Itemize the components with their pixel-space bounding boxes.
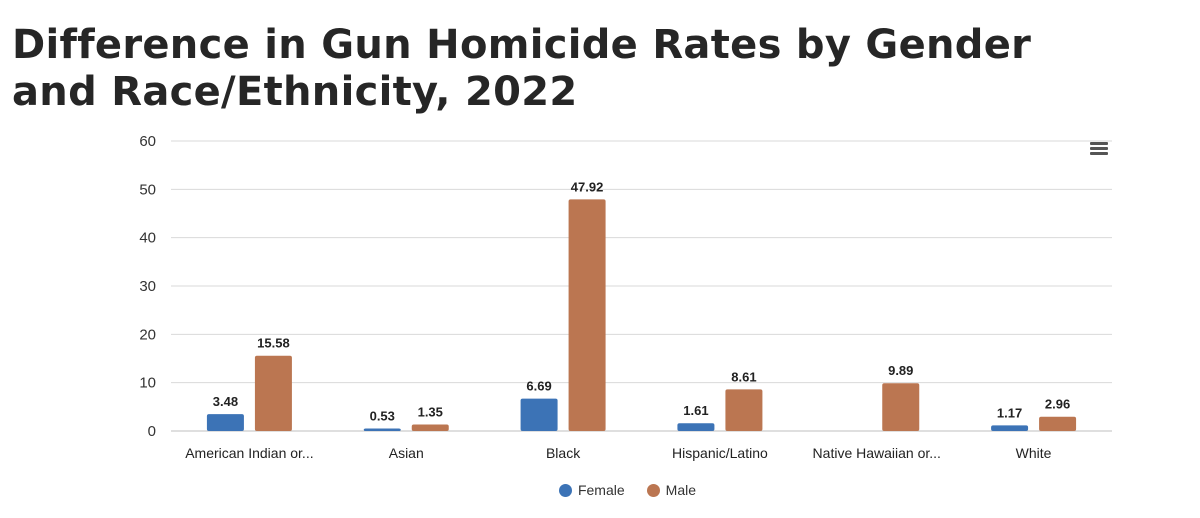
chart-legend: Female Male — [0, 482, 1200, 498]
x-tick-label: White — [1016, 445, 1052, 461]
data-label: 3.48 — [213, 394, 238, 409]
data-label: 2.96 — [1045, 397, 1070, 412]
bar-chart: 0 10 20 30 40 50 60 3.48 15.58 0.53 1.35 6.69 47.92… — [139, 133, 1112, 461]
bar-male — [882, 383, 920, 431]
data-label: 1.61 — [683, 403, 708, 418]
bar-female — [991, 425, 1029, 431]
legend-item-male[interactable]: Male — [646, 482, 697, 498]
legend-swatch-female — [558, 483, 572, 497]
legend-item-female[interactable]: Female — [558, 482, 625, 498]
y-tick-label: 60 — [139, 133, 156, 150]
data-label: 8.61 — [731, 369, 756, 384]
x-tick-label: Hispanic/Latino — [672, 445, 768, 461]
bar-male — [725, 389, 763, 431]
data-label: 1.35 — [418, 404, 443, 419]
chart-title: Difference in Gun Homicide Rates by Gend… — [12, 22, 1032, 115]
data-label: 6.69 — [526, 379, 551, 394]
data-label: 9.89 — [888, 363, 913, 378]
y-tick-label: 50 — [139, 181, 156, 198]
hamburger-menu-icon[interactable] — [1088, 140, 1110, 160]
bar-female — [206, 414, 244, 431]
bar-male — [254, 355, 292, 431]
bar-female — [677, 423, 715, 431]
data-label: 47.92 — [571, 179, 604, 194]
legend-label-male: Male — [665, 482, 697, 498]
legend-swatch-male — [646, 483, 660, 497]
x-tick-label: Native Hawaiian or... — [813, 445, 941, 461]
bar-female — [520, 398, 558, 431]
y-tick-label: 0 — [148, 423, 156, 440]
legend-label-female: Female — [577, 482, 625, 498]
y-tick-label: 20 — [139, 326, 156, 343]
data-label: 1.17 — [997, 405, 1022, 420]
bar-female — [363, 428, 401, 431]
x-tick-label: Black — [546, 445, 581, 461]
bar-male — [568, 199, 606, 431]
y-tick-label: 30 — [139, 278, 156, 295]
data-label: 15.58 — [257, 336, 290, 351]
data-label: 0.53 — [370, 408, 395, 423]
bar-male — [411, 424, 449, 431]
y-tick-label: 10 — [139, 375, 156, 392]
x-tick-label: Asian — [389, 445, 424, 461]
bar-male — [1039, 416, 1077, 431]
y-tick-label: 40 — [139, 230, 156, 247]
x-tick-label: American Indian or... — [185, 445, 313, 461]
